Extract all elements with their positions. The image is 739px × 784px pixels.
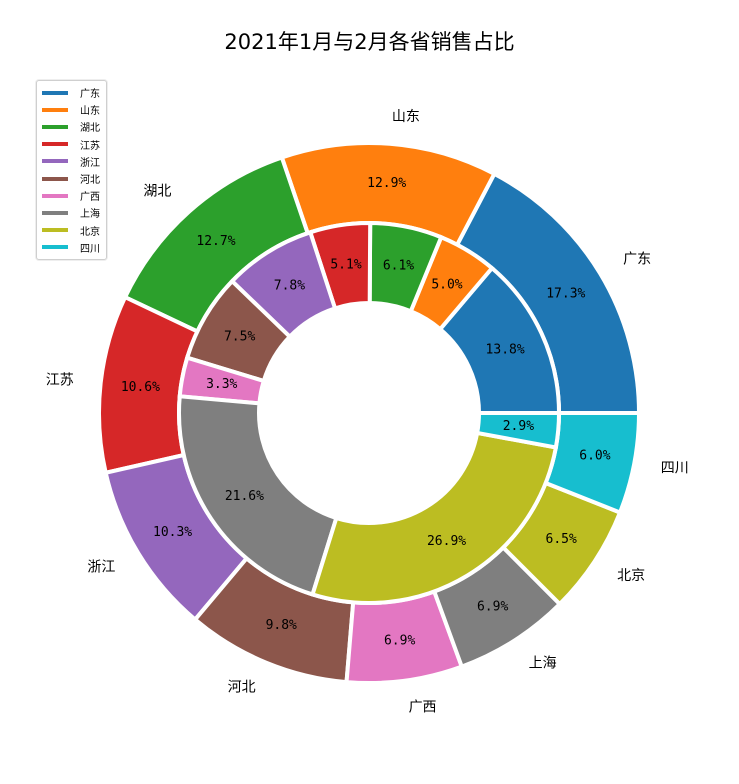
- chart-title: 2021年1月与2月各省销售占比: [224, 30, 515, 54]
- legend-item-9: 四川: [42, 239, 100, 256]
- legend-label-4: 浙江: [80, 157, 100, 169]
- legend-label-0: 广东: [80, 89, 100, 101]
- category-label-6: 广西: [409, 699, 437, 715]
- inner-percent-label-5: 7.5%: [224, 330, 255, 345]
- outer-percent-label-9: 6.0%: [579, 449, 610, 464]
- inner-percent-label-9: 2.9%: [503, 419, 534, 434]
- legend-item-2: 湖北: [42, 118, 100, 135]
- outer-percent-label-2: 12.7%: [196, 234, 235, 249]
- outer-percent-label-1: 12.9%: [367, 176, 406, 191]
- inner-percent-label-4: 7.8%: [274, 278, 305, 293]
- category-label-5: 河北: [228, 680, 256, 696]
- legend-label-8: 北京: [80, 226, 100, 238]
- legend-swatch-6: [42, 193, 68, 198]
- legend: 广东山东湖北江苏浙江河北广西上海北京四川: [36, 80, 107, 260]
- legend-label-5: 河北: [80, 175, 100, 187]
- legend-label-6: 广西: [80, 192, 100, 204]
- inner-wedge-8: [310, 430, 559, 605]
- inner-wedge-7: [177, 394, 339, 597]
- category-label-4: 浙江: [87, 560, 115, 576]
- inner-percent-label-8: 26.9%: [427, 534, 466, 549]
- legend-item-1: 山东: [42, 101, 100, 118]
- legend-item-5: 河北: [42, 170, 100, 187]
- legend-label-1: 山东: [80, 106, 100, 118]
- inner-percent-label-7: 21.6%: [225, 489, 264, 504]
- legend-swatch-7: [42, 210, 68, 215]
- inner-ring: 13.8% 5.0% 6.1% 5.1% 7.8% 7.5% 3.3% 21.6% 26.9% 2…: [177, 220, 562, 605]
- legend-item-6: 广西: [42, 187, 100, 204]
- category-label-1: 山东: [392, 109, 420, 125]
- inner-percent-label-0: 13.8%: [486, 342, 525, 357]
- outer-percent-label-5: 9.8%: [266, 618, 297, 633]
- legend-swatch-9: [42, 245, 68, 250]
- category-label-3: 江苏: [46, 372, 74, 388]
- category-label-7: 上海: [529, 655, 557, 671]
- outer-percent-label-3: 10.6%: [121, 380, 160, 395]
- legend-swatch-1: [42, 107, 68, 112]
- category-label-2: 湖北: [143, 183, 171, 199]
- outer-percent-label-7: 6.9%: [477, 599, 508, 614]
- legend-swatch-5: [42, 176, 68, 181]
- category-label-8: 北京: [617, 568, 645, 584]
- category-label-9: 四川: [661, 461, 689, 477]
- legend-item-0: 广东: [42, 84, 100, 101]
- inner-percent-label-6: 3.3%: [206, 377, 237, 392]
- legend-swatch-0: [42, 90, 68, 95]
- legend-label-7: 上海: [80, 209, 100, 221]
- outer-percent-label-4: 10.3%: [153, 525, 192, 540]
- inner-percent-label-1: 5.0%: [431, 277, 462, 292]
- legend-item-7: 上海: [42, 204, 100, 221]
- category-label-0: 广东: [623, 251, 651, 267]
- legend-swatch-3: [42, 142, 68, 147]
- legend-label-3: 江苏: [80, 140, 100, 152]
- legend-swatch-8: [42, 228, 68, 233]
- outer-percent-label-8: 6.5%: [546, 532, 577, 547]
- legend-item-4: 浙江: [42, 153, 100, 170]
- legend-label-2: 湖北: [80, 123, 100, 135]
- legend-swatch-2: [42, 124, 68, 129]
- outer-percent-label-0: 17.3%: [546, 286, 585, 301]
- inner-percent-label-2: 6.1%: [383, 258, 414, 273]
- legend-label-9: 四川: [80, 243, 100, 255]
- inner-wedge-9: [474, 411, 562, 450]
- inner-percent-label-3: 5.1%: [330, 257, 361, 272]
- legend-item-3: 江苏: [42, 136, 100, 153]
- legend-swatch-4: [42, 159, 68, 164]
- outer-percent-label-6: 6.9%: [384, 633, 415, 648]
- legend-item-8: 北京: [42, 222, 100, 239]
